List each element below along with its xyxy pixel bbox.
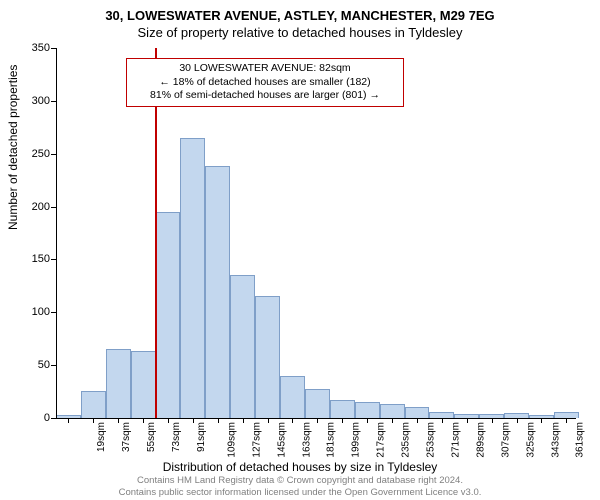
x-axis-label: Distribution of detached houses by size … (0, 460, 600, 474)
x-tick-label: 343sqm (550, 422, 561, 458)
grid-line (56, 154, 576, 155)
title-sub: Size of property relative to detached ho… (0, 23, 600, 40)
annotation-line1: 30 LOWESWATER AVENUE: 82sqm (133, 62, 397, 76)
histogram-bar (330, 400, 355, 418)
y-tick-label: 250 (32, 148, 50, 160)
histogram-bar (305, 389, 330, 418)
x-tick-label: 109sqm (226, 422, 237, 458)
y-axis-label: Number of detached properties (6, 65, 20, 230)
x-tick-label: 361sqm (575, 422, 586, 458)
histogram-bar (106, 349, 131, 418)
annotation-line3: 81% of semi-detached houses are larger (… (133, 89, 397, 103)
x-tick-label: 199sqm (351, 422, 362, 458)
x-tick-label: 55sqm (146, 422, 157, 452)
x-tick-label: 19sqm (96, 422, 107, 452)
histogram-bar (156, 212, 181, 418)
y-tick-label: 100 (32, 306, 50, 318)
footer-line2: Contains public sector information licen… (119, 487, 482, 498)
histogram-bar (131, 351, 156, 418)
histogram-bar (255, 296, 280, 418)
y-tick-label: 0 (44, 412, 50, 424)
footer-line1: Contains HM Land Registry data © Crown c… (137, 475, 463, 486)
histogram-bar (180, 138, 205, 418)
histogram-bar (230, 275, 255, 418)
chart-container: 30, LOWESWATER AVENUE, ASTLEY, MANCHESTE… (0, 0, 600, 500)
x-tick-label: 307sqm (500, 422, 511, 458)
histogram-bar (355, 402, 380, 418)
grid-line (56, 259, 576, 260)
x-tick-label: 145sqm (276, 422, 287, 458)
y-tick-label: 200 (32, 201, 50, 213)
x-tick-label: 181sqm (326, 422, 337, 458)
x-tick-label: 271sqm (451, 422, 462, 458)
title-main: 30, LOWESWATER AVENUE, ASTLEY, MANCHESTE… (0, 0, 600, 23)
x-tick-label: 289sqm (475, 422, 486, 458)
x-tick-label: 127sqm (251, 422, 262, 458)
grid-line (56, 48, 576, 49)
x-tick-label: 235sqm (401, 422, 412, 458)
histogram-bar (81, 391, 106, 418)
plot-area: 05010015020025030035019sqm37sqm55sqm73sq… (56, 48, 576, 418)
annotation-line2: ← 18% of detached houses are smaller (18… (133, 76, 397, 90)
annotation-box: 30 LOWESWATER AVENUE: 82sqm← 18% of deta… (126, 58, 404, 107)
x-tick-label: 163sqm (301, 422, 312, 458)
y-tick-label: 350 (32, 42, 50, 54)
x-axis-line (56, 418, 576, 419)
histogram-bar (380, 404, 405, 418)
y-tick-label: 150 (32, 253, 50, 265)
x-tick-label: 217sqm (376, 422, 387, 458)
x-tick-label: 73sqm (171, 422, 182, 452)
x-tick-label: 325sqm (525, 422, 536, 458)
grid-line (56, 312, 576, 313)
footer-text: Contains HM Land Registry data © Crown c… (0, 475, 600, 498)
x-tick-label: 253sqm (426, 422, 437, 458)
x-tick-label: 91sqm (196, 422, 207, 452)
y-tick-label: 300 (32, 95, 50, 107)
histogram-bar (280, 376, 305, 418)
y-axis-line (56, 48, 57, 418)
x-tick-label: 37sqm (121, 422, 132, 452)
grid-line (56, 207, 576, 208)
histogram-bar (205, 166, 230, 418)
y-tick-label: 50 (38, 359, 50, 371)
histogram-bar (405, 407, 430, 418)
